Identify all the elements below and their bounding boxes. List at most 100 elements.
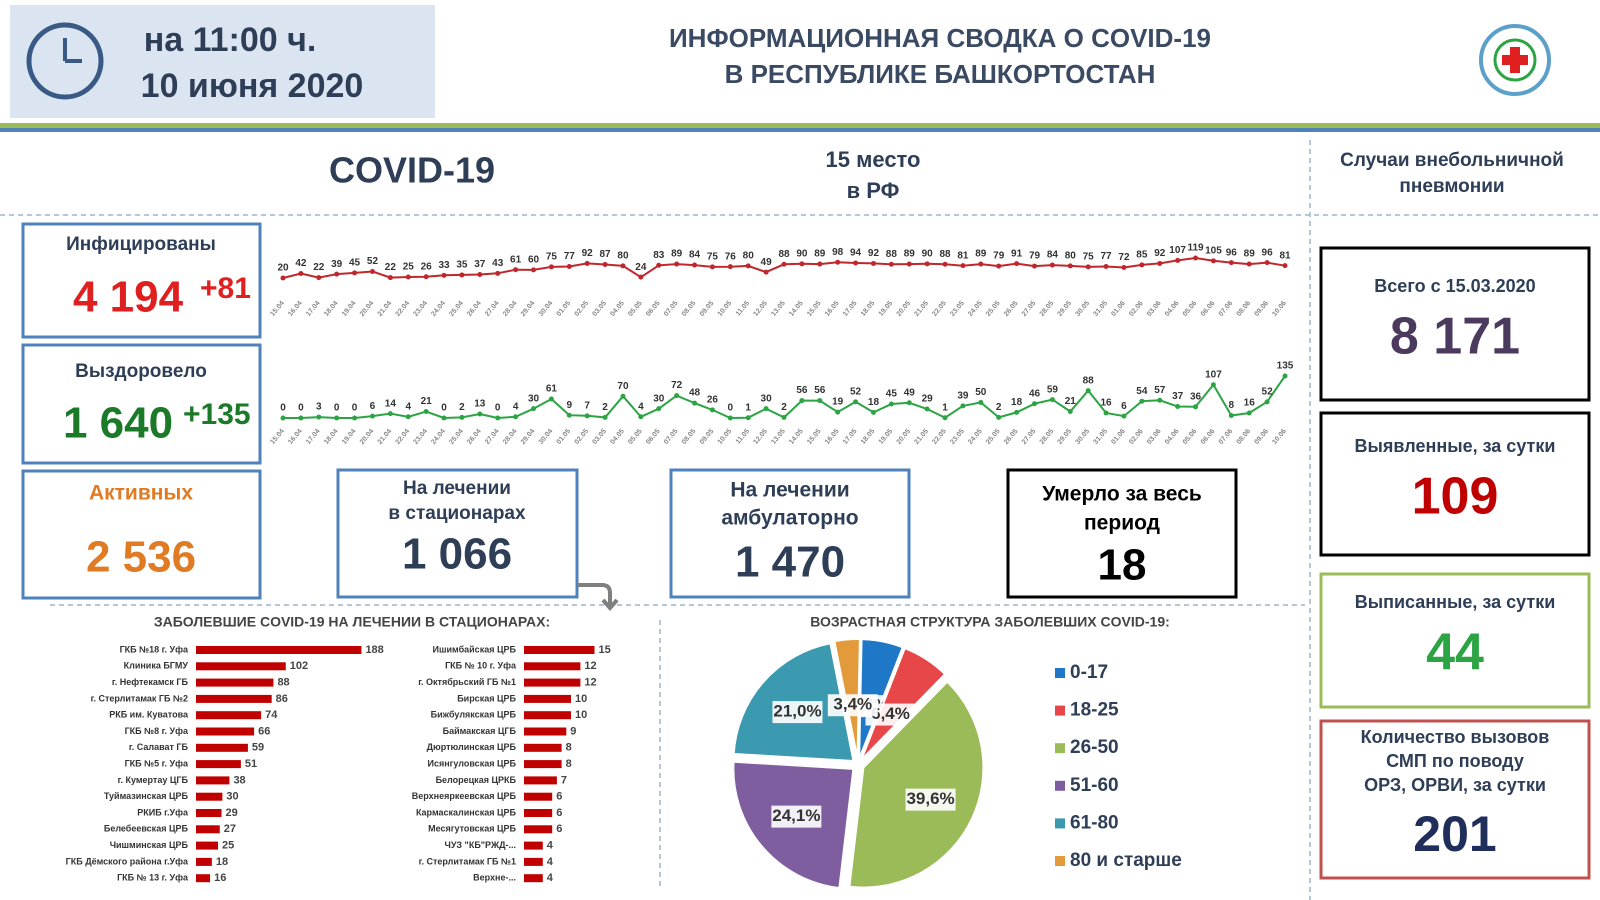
card-value: 4 194 xyxy=(73,273,184,322)
point xyxy=(1175,257,1181,263)
point xyxy=(495,270,501,276)
title: ИНФОРМАЦИОННАЯ СВОДКА О COVID-19 xyxy=(669,23,1211,53)
bar xyxy=(196,646,362,654)
data-label: 10 xyxy=(575,693,587,705)
card-label: На лечении xyxy=(730,479,849,502)
legend-swatch xyxy=(1055,743,1065,754)
card xyxy=(21,343,262,465)
card xyxy=(669,468,911,599)
data-label: 51 xyxy=(245,758,257,770)
data-label: 83 xyxy=(653,250,665,261)
point xyxy=(996,263,1002,269)
legend-label: 61-80 xyxy=(1070,812,1119,833)
point xyxy=(1121,413,1127,419)
category-label: Верхнеяркеевская ЦРБ xyxy=(412,791,517,801)
data-label: 13 xyxy=(474,399,486,410)
category-label: г. Нефтекамск ГБ xyxy=(112,677,189,687)
point xyxy=(835,409,841,415)
data-label: 37 xyxy=(474,259,486,270)
point xyxy=(960,403,966,409)
category-label: Месягутовская ЦРБ xyxy=(428,824,516,834)
bar xyxy=(524,743,562,752)
data-label: 0 xyxy=(728,403,734,414)
point xyxy=(835,259,841,265)
legend-swatch xyxy=(1055,780,1065,791)
card-label: Выздоровело xyxy=(75,361,207,382)
data-label: 76 xyxy=(725,251,737,262)
category-label: ГКБ №5 г. Уфа xyxy=(125,758,189,768)
point xyxy=(548,264,554,270)
data-label: 105 xyxy=(1205,245,1222,256)
point xyxy=(513,267,519,273)
category-label: ЧУЗ "КБ"РЖД-... xyxy=(445,840,517,850)
point xyxy=(781,261,787,267)
point xyxy=(888,401,894,407)
bar xyxy=(196,678,274,687)
data-label: 70 xyxy=(617,381,629,392)
data-label: 3 xyxy=(316,402,322,413)
point xyxy=(531,406,536,412)
data-label: 7 xyxy=(584,400,590,411)
header-stripe xyxy=(0,128,1600,132)
point xyxy=(316,275,322,281)
data-label: 80 xyxy=(1065,251,1077,262)
label-bg xyxy=(865,703,916,726)
data-label: 72 xyxy=(1118,252,1130,263)
card xyxy=(1319,411,1591,557)
point xyxy=(727,415,733,421)
point xyxy=(1139,262,1145,268)
category-label: г. Стерлитамак ГБ №1 xyxy=(419,856,516,866)
point xyxy=(298,415,304,421)
data-label: 98 xyxy=(832,247,844,258)
point xyxy=(996,414,1002,420)
card-label: Выписанные, за сутки xyxy=(1355,592,1556,612)
data-label: 10 xyxy=(575,709,587,721)
data-label: 6 xyxy=(370,401,376,412)
data-label: 0 xyxy=(352,403,358,414)
data-label: 135 xyxy=(1277,361,1294,372)
category-label: г. Кумертау ЦГБ xyxy=(118,775,189,785)
point xyxy=(745,415,751,421)
point xyxy=(692,400,698,406)
data-label: 14 xyxy=(385,398,397,409)
data-label: 7 xyxy=(561,774,567,786)
data-label: 102 xyxy=(290,660,308,672)
data-label: 0 xyxy=(441,403,447,414)
card xyxy=(1319,572,1591,709)
card xyxy=(1319,246,1591,402)
category-label: Кармаскалинская ЦРБ xyxy=(416,807,517,817)
data-label: 4 xyxy=(405,401,411,412)
data-label: 89 xyxy=(975,249,987,260)
point xyxy=(906,400,912,406)
data-label: 30 xyxy=(226,791,238,803)
point xyxy=(369,413,375,419)
data-label: 45 xyxy=(886,389,898,400)
point xyxy=(531,267,536,273)
point xyxy=(352,270,358,276)
card-label: в стационарах xyxy=(388,503,526,524)
data-label: 79 xyxy=(993,251,1005,262)
data-label: 52 xyxy=(850,386,862,397)
data-label: 75 xyxy=(707,252,719,263)
point xyxy=(477,272,483,278)
point xyxy=(1067,263,1073,269)
data-label: 88 xyxy=(939,249,951,260)
data-label: 33 xyxy=(438,260,450,271)
data-label: 94 xyxy=(850,248,862,259)
legend-swatch xyxy=(1055,705,1065,716)
card-label: Выявленные, за сутки xyxy=(1355,436,1556,456)
bar xyxy=(196,874,211,883)
data-label: 91 xyxy=(1011,248,1023,259)
data-label: 56 xyxy=(796,385,808,396)
card-value: 1 640 xyxy=(63,399,173,448)
category-label: Белорецкая ЦРКБ xyxy=(436,775,517,785)
bar xyxy=(524,760,562,769)
point xyxy=(924,261,930,267)
point xyxy=(692,262,698,268)
data-label: 39,6% xyxy=(906,789,954,808)
point xyxy=(924,406,930,412)
logo xyxy=(1479,24,1551,96)
data-label: 12 xyxy=(584,660,596,672)
data-label: 16 xyxy=(1244,398,1256,409)
category-label: Бирская ЦРБ xyxy=(457,693,516,703)
